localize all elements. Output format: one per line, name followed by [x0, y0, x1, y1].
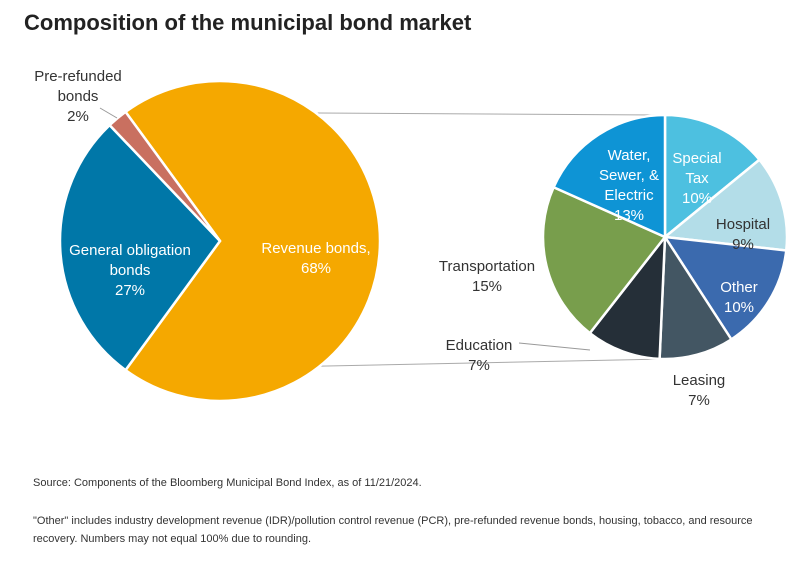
sub-label-water-sewer-electric: Water, Sewer, & Electric 13% [599, 147, 659, 224]
main-slice-revenue-bonds [124, 79, 382, 403]
chart-title: Composition of the municipal bond market [24, 10, 472, 35]
leader-line-pre-refunded [99, 107, 118, 119]
main-label-revenue-bonds: Revenue bonds, 68% [261, 240, 370, 277]
sub-label-transportation: Transportation 15% [439, 258, 535, 295]
sub-label-special-tax: Special Tax 10% [672, 150, 721, 207]
footnote: "Other" includes industry development re… [33, 515, 753, 545]
sub-label-education: Education 7% [446, 337, 513, 374]
sub-label-other: Other 10% [720, 279, 758, 316]
sub-label-leasing: Leasing 7% [673, 372, 726, 409]
main-label-pre-refunded-bonds: Pre-refunded bonds 2% [34, 68, 122, 125]
main-label-general-obligation-bonds: General obligation bonds 27% [69, 242, 191, 299]
sub-slice-other [663, 235, 788, 341]
slice-labels: Revenue bonds, 68% General obligation bonds… [34, 68, 770, 409]
main-slice-general-obligation-bonds [58, 123, 222, 372]
main-pie [58, 79, 382, 403]
bond-market-pie-charts: Revenue bonds, 68% General obligation bonds… [34, 68, 789, 409]
sub-slice-hospital [663, 158, 789, 252]
sub-label-hospital: Hospital 9% [716, 216, 770, 253]
main-slice-pre-refunded-bonds [108, 110, 222, 243]
revenue-breakdown-pie [541, 113, 789, 361]
source-note: Source: Components of the Bloomberg Muni… [33, 477, 422, 489]
sub-slice-special-tax [663, 113, 761, 239]
sub-slice-water-sewer-electric [552, 113, 667, 239]
leader-line-education [518, 342, 591, 351]
sub-slice-leasing [658, 235, 733, 361]
sub-slice-education [588, 235, 667, 361]
